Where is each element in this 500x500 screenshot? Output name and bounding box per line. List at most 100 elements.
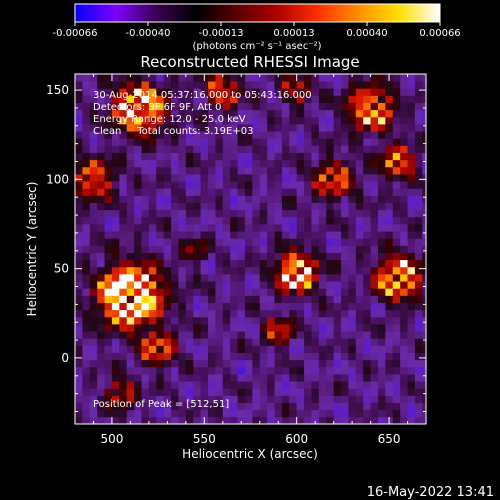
heatmap-cell: [400, 295, 408, 303]
heatmap-cell: [333, 181, 342, 189]
heatmap-cell: [296, 374, 305, 382]
heatmap-cell: [119, 374, 128, 382]
heatmap-cell: [156, 145, 165, 153]
heatmap-cell: [156, 131, 165, 139]
heatmap-cell: [385, 174, 394, 182]
heatmap-cell: [400, 238, 408, 246]
heatmap-cell: [400, 402, 408, 411]
heatmap-cell: [252, 338, 261, 346]
heatmap-cell: [200, 281, 209, 289]
heatmap-cell: [97, 81, 105, 89]
heatmap-cell: [341, 416, 349, 424]
heatmap-cell: [171, 124, 179, 132]
heatmap-cell: [377, 402, 386, 411]
heatmap-cell: [126, 309, 135, 318]
heatmap-cell: [355, 259, 364, 268]
heatmap-cell: [156, 288, 165, 296]
heatmap-cell: [148, 381, 157, 389]
heatmap-cell: [119, 288, 128, 296]
heatmap-cell: [171, 381, 179, 389]
heatmap-cell: [281, 245, 290, 253]
heatmap-cell: [148, 138, 157, 146]
heatmap-cell: [326, 252, 335, 261]
heatmap-cell: [326, 166, 335, 175]
heatmap-cell: [304, 124, 312, 132]
heatmap-cell: [244, 124, 253, 132]
heatmap-cell: [392, 166, 401, 175]
heatmap-cell: [281, 88, 290, 96]
heatmap-cell: [414, 145, 423, 153]
heatmap-cell: [355, 231, 364, 239]
heatmap-cell: [134, 324, 142, 332]
heatmap-cell: [148, 238, 157, 246]
heatmap-cell: [222, 295, 231, 303]
heatmap-cell: [422, 374, 426, 382]
heatmap-cell: [75, 174, 83, 182]
heatmap-cell: [252, 81, 261, 89]
heatmap-cell: [111, 81, 120, 89]
heatmap-cell: [148, 88, 157, 96]
heatmap-cell: [407, 88, 416, 96]
heatmap-cell: [222, 409, 231, 418]
heatmap-cell: [104, 352, 113, 361]
heatmap-cell: [163, 416, 172, 424]
heatmap-cell: [385, 124, 394, 132]
heatmap-cell: [296, 202, 305, 211]
heatmap-cell: [296, 102, 305, 111]
heatmap-cell: [370, 181, 379, 189]
heatmap-cell: [392, 231, 401, 239]
heatmap-cell: [156, 138, 165, 146]
heatmap-cell: [244, 281, 253, 289]
heatmap-cell: [355, 224, 364, 232]
heatmap-cell: [414, 366, 423, 375]
heatmap-cell: [208, 295, 216, 303]
heatmap-cell: [385, 81, 394, 89]
heatmap-cell: [348, 352, 357, 361]
heatmap-cell: [385, 338, 394, 346]
heatmap-cell: [215, 338, 224, 346]
heatmap-cell: [422, 131, 426, 139]
heatmap-cell: [148, 395, 157, 403]
heatmap-cell: [296, 281, 305, 289]
heatmap-cell: [377, 409, 386, 418]
heatmap-cell: [392, 309, 401, 318]
heatmap-cell: [178, 416, 187, 424]
heatmap-cell: [341, 388, 349, 396]
heatmap-cell: [363, 188, 371, 196]
heatmap-cell: [75, 266, 83, 275]
heatmap-cell: [237, 116, 246, 125]
heatmap-cell: [363, 74, 371, 82]
heatmap-cell: [134, 416, 142, 424]
heatmap-cell: [171, 359, 179, 368]
heatmap-cell: [377, 274, 386, 282]
heatmap-cell: [148, 416, 157, 424]
heatmap-cell: [134, 124, 142, 132]
heatmap-cell: [414, 238, 423, 246]
heatmap-cell: [200, 95, 209, 103]
heatmap-cell: [318, 174, 327, 182]
heatmap-cell: [134, 295, 142, 303]
heatmap-cell: [259, 159, 268, 168]
heatmap-cell: [259, 209, 268, 218]
heatmap-cell: [148, 202, 157, 211]
heatmap-cell: [252, 116, 261, 125]
heatmap-cell: [237, 281, 246, 289]
heatmap-cell: [304, 216, 312, 225]
heatmap-cell: [392, 359, 401, 368]
heatmap-cell: [244, 259, 253, 268]
heatmap-cell: [348, 159, 357, 168]
heatmap-cell: [89, 295, 98, 303]
heatmap-cell: [304, 309, 312, 318]
heatmap-cell: [193, 366, 202, 375]
heatmap-cell: [392, 352, 401, 361]
heatmap-cell: [377, 245, 386, 253]
heatmap-cell: [363, 388, 371, 396]
heatmap-cell: [341, 145, 349, 153]
colorbar-units: (photons cm⁻² s⁻¹ asec⁻²): [192, 41, 321, 52]
heatmap-cell: [244, 245, 253, 253]
heatmap-cell: [370, 295, 379, 303]
heatmap-cell: [208, 359, 216, 368]
heatmap-cell: [89, 359, 98, 368]
heatmap-cell: [97, 366, 105, 375]
heatmap-cell: [230, 81, 238, 89]
